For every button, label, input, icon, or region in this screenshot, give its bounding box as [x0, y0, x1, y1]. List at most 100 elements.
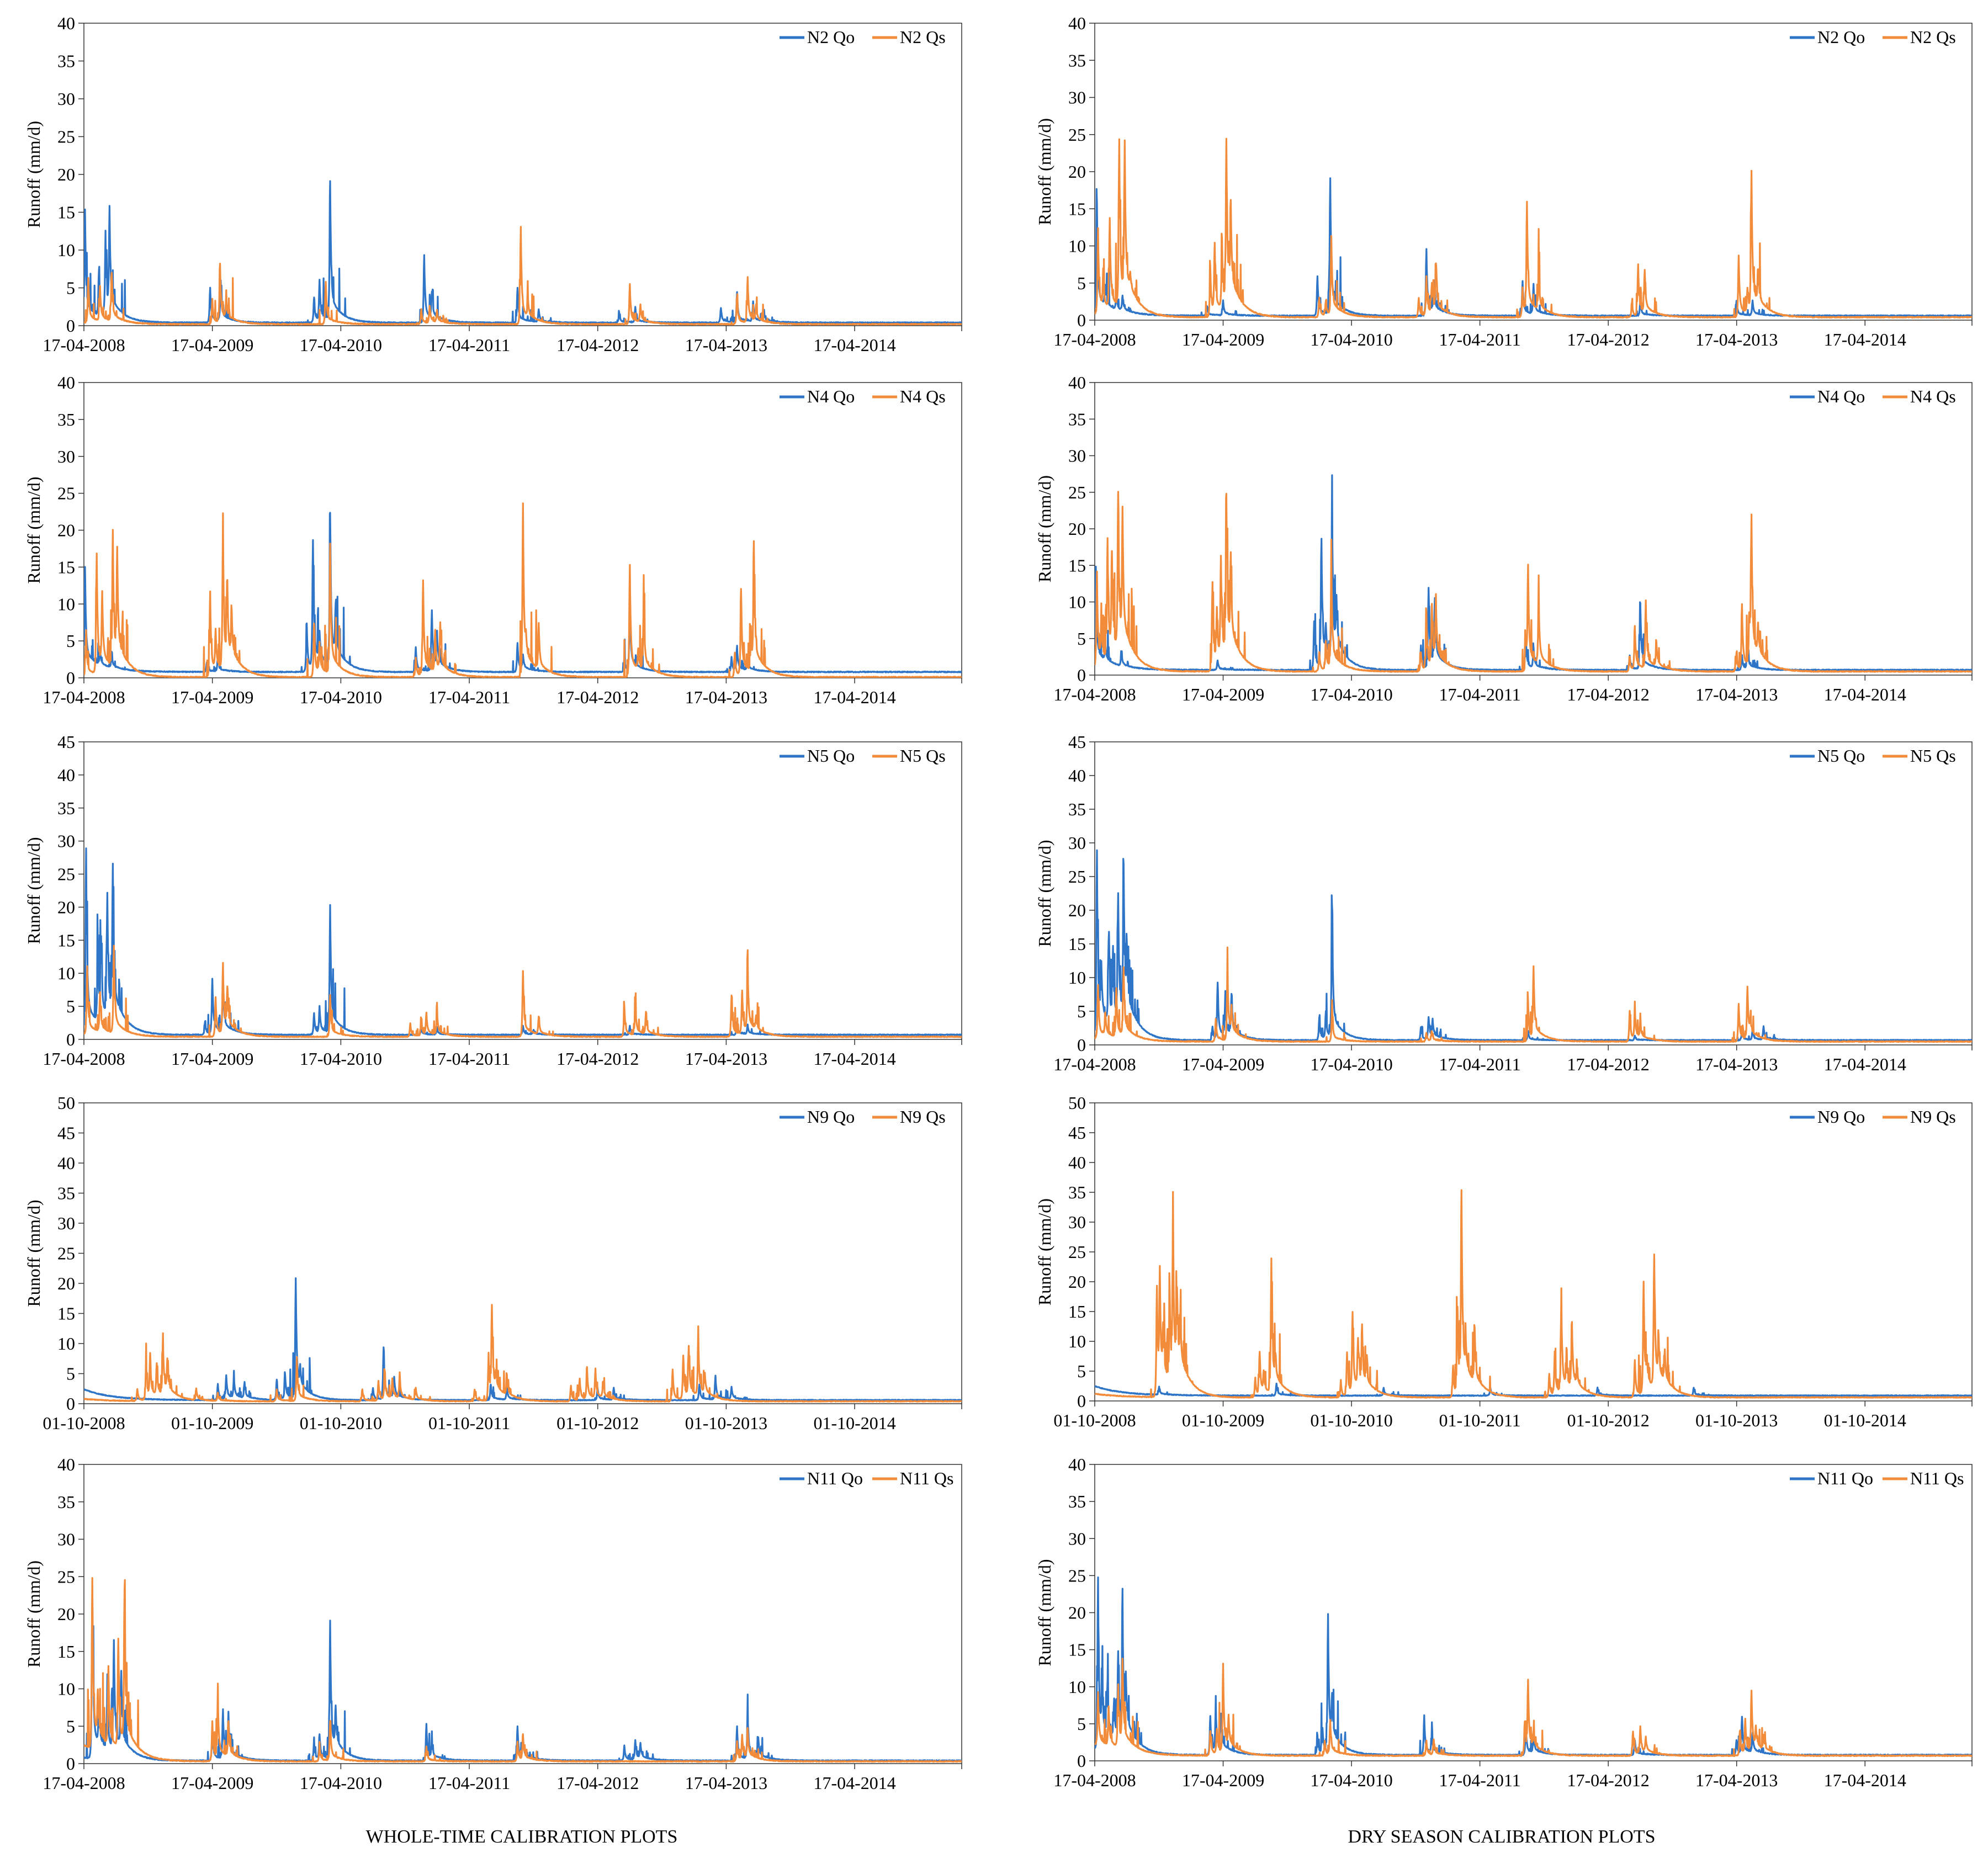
x-tick-label: 17-04-2012 [1567, 1770, 1649, 1790]
x-tick-label: 01-10-2013 [685, 1413, 767, 1433]
series-line-n4-qo [84, 512, 962, 673]
y-tick-label: 30 [57, 89, 75, 109]
x-tick-label: 17-04-2011 [428, 335, 510, 355]
x-tick-label: 01-10-2008 [43, 1413, 125, 1433]
plot-frame [83, 23, 962, 326]
y-tick-label: 25 [57, 127, 75, 147]
x-tick-label: 17-04-2009 [1182, 1770, 1264, 1790]
x-tick-label: 17-04-2014 [813, 687, 895, 707]
legend-label: N9 Qo [1817, 1107, 1865, 1127]
x-tick-label: 17-04-2009 [1182, 330, 1264, 349]
y-tick-label: 50 [1068, 1093, 1086, 1113]
panel-n5-dry: 0 5 10 15 20 25 30 35 40 45 17-04-2008 17-04-2009 17… [1035, 732, 1973, 1074]
y-tick-label: 10 [1068, 968, 1086, 988]
y-tick-label: 15 [57, 930, 75, 950]
legend-label: N5 Qs [1910, 746, 1956, 766]
x-tick-label: 17-04-2012 [1567, 684, 1649, 704]
y-tick-label: 35 [1068, 799, 1086, 819]
x-tick-label: 17-04-2014 [813, 335, 895, 355]
x-tick-label: 17-04-2008 [43, 1773, 125, 1793]
series-line-n9-qs [1095, 1189, 1972, 1399]
x-tick-label: 17-04-2010 [1310, 1054, 1392, 1074]
x-tick-label: 01-10-2014 [1824, 1410, 1906, 1430]
x-tick-label: 01-10-2012 [556, 1413, 639, 1433]
x-tick-label: 17-04-2008 [43, 335, 125, 355]
y-tick-label: 0 [66, 668, 75, 688]
x-tick-label: 17-04-2014 [813, 1773, 895, 1793]
y-tick-label: 40 [57, 373, 75, 392]
y-tick-label: 40 [57, 1153, 75, 1173]
y-tick-label: 40 [1068, 766, 1086, 785]
plot-frame [1094, 1102, 1973, 1402]
y-tick-label: 10 [57, 240, 75, 260]
y-tick-label: 5 [66, 996, 75, 1016]
legend-label: N4 Qo [807, 386, 855, 406]
legend-label: N9 Qs [1910, 1107, 1956, 1127]
y-tick-label: 0 [1077, 1035, 1086, 1055]
x-tick-label: 01-10-2009 [1182, 1410, 1264, 1430]
y-tick-label: 50 [57, 1093, 75, 1113]
y-tick-label: 5 [1077, 1361, 1086, 1381]
series-line-n4-qs [84, 502, 962, 678]
y-tick-label: 10 [1068, 236, 1086, 256]
legend-label: N9 Qo [807, 1107, 855, 1127]
y-tick-label: 40 [57, 13, 75, 33]
x-tick-label: 17-04-2008 [1053, 1054, 1136, 1074]
series-line-n9-qo [84, 1277, 962, 1402]
caption-whole-time: WHOLE-TIME CALIBRATION PLOTS [366, 1827, 678, 1847]
panel-n2-dry: 0 5 10 15 20 25 30 35 40 17-04-2008 17-04-2009 17-0… [1035, 13, 1973, 349]
x-tick-label: 17-04-2014 [1824, 1054, 1906, 1074]
y-tick-label: 40 [1068, 13, 1086, 33]
x-tick-label: 17-04-2010 [300, 1049, 382, 1069]
x-tick-label: 17-04-2008 [43, 687, 125, 707]
x-tick-label: 17-04-2012 [1567, 1054, 1649, 1074]
y-tick-label: 25 [57, 1244, 75, 1264]
plot-frame [1094, 1464, 1973, 1761]
y-tick-label: 10 [1068, 1331, 1086, 1351]
x-tick-label: 17-04-2014 [813, 1049, 895, 1069]
y-tick-label: 20 [57, 897, 75, 917]
series-line-n5-qs [1095, 946, 1972, 1043]
panel-n4-dry: 0 5 10 15 20 25 30 35 40 17-04-2008 17-04-2009 17-0… [1035, 373, 1973, 704]
y-tick-label: 5 [66, 631, 75, 651]
y-tick-label: 45 [1068, 732, 1086, 752]
y-tick-label: 10 [1068, 1677, 1086, 1697]
x-tick-label: 17-04-2013 [685, 1049, 767, 1069]
x-tick-label: 17-04-2012 [1567, 330, 1649, 349]
plot-frame [83, 1102, 962, 1404]
series-line-n2-qs [84, 226, 962, 326]
y-tick-label: 10 [57, 594, 75, 614]
y-tick-label: 15 [57, 203, 75, 222]
y-axis-label: Runoff (mm/d) [1035, 840, 1054, 947]
panel-n4-whole: 0 5 10 15 20 25 30 35 40 17-04-2008 17-04-2009 17-0… [24, 373, 962, 707]
y-tick-label: 0 [66, 1029, 75, 1049]
legend-label: N5 Qo [807, 746, 855, 766]
x-tick-label: 17-04-2014 [1824, 330, 1906, 349]
legend-label: N2 Qo [807, 27, 855, 47]
series-line-n5-qo [84, 847, 962, 1036]
y-tick-label: 20 [1068, 162, 1086, 182]
x-tick-label: 17-04-2010 [300, 335, 382, 355]
y-axis-label: Runoff (mm/d) [24, 1199, 44, 1307]
y-axis-label: Runoff (mm/d) [24, 476, 44, 583]
y-tick-label: 15 [57, 1642, 75, 1661]
legend-label: N2 Qs [900, 27, 946, 47]
y-tick-label: 20 [57, 164, 75, 184]
x-tick-label: 17-04-2013 [685, 687, 767, 707]
y-tick-label: 5 [66, 278, 75, 298]
x-tick-label: 17-04-2014 [1824, 1770, 1906, 1790]
y-tick-label: 0 [1077, 665, 1086, 685]
panel-n9-whole: 0 5 10 15 20 25 30 35 40 45 50 01-10-2008 01-10-2009… [24, 1093, 962, 1433]
y-tick-label: 40 [1068, 1153, 1086, 1172]
x-tick-label: 17-04-2013 [1695, 684, 1778, 704]
x-tick-label: 17-04-2012 [556, 1773, 639, 1793]
x-tick-label: 17-04-2013 [685, 335, 767, 355]
y-tick-label: 0 [66, 316, 75, 336]
y-tick-label: 5 [1077, 273, 1086, 293]
y-tick-label: 40 [1068, 373, 1086, 392]
y-tick-label: 40 [1068, 1454, 1086, 1474]
legend-label: N2 Qo [1817, 27, 1865, 47]
y-tick-label: 35 [57, 798, 75, 818]
x-tick-label: 01-10-2010 [300, 1413, 382, 1433]
y-tick-label: 30 [57, 831, 75, 851]
